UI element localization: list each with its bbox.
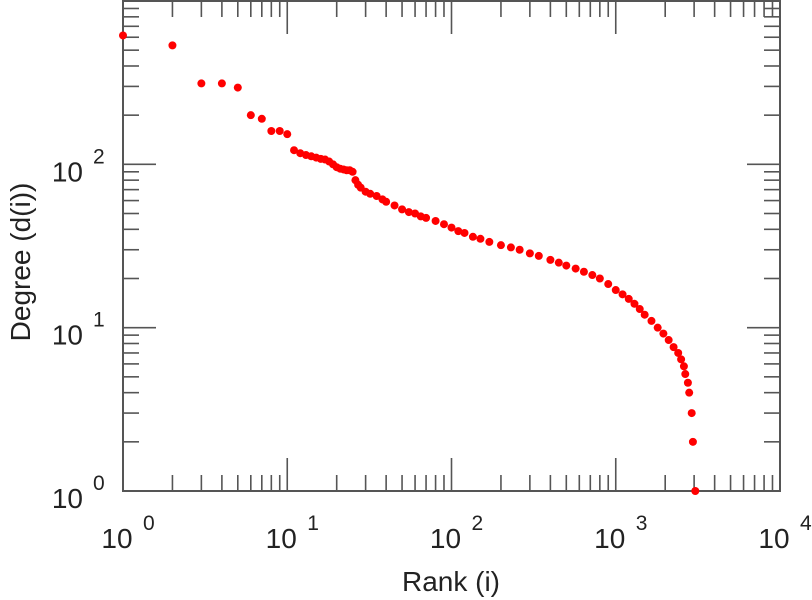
data-point (246, 111, 255, 120)
data-point (635, 305, 644, 314)
data-point (624, 294, 633, 303)
data-point (431, 216, 440, 225)
x-tick-exponent: 2 (472, 512, 484, 535)
data-point (197, 79, 206, 88)
x-tick-exponent: 0 (143, 512, 155, 535)
data-point (496, 241, 505, 250)
data-point (534, 251, 543, 260)
data-point (681, 370, 690, 379)
data-point (554, 258, 563, 267)
data-point (579, 267, 588, 276)
data-point (683, 378, 692, 387)
data-point (398, 205, 407, 214)
data-point (653, 323, 662, 332)
data-point (283, 130, 292, 139)
data-point (515, 245, 524, 254)
data-point (348, 167, 357, 176)
data-point (372, 191, 381, 200)
y-tick-label: 10 (52, 156, 83, 187)
x-tick-exponent: 4 (800, 512, 812, 535)
data-point (290, 146, 299, 155)
x-tick-label: 10 (430, 523, 461, 554)
data-point (669, 343, 678, 352)
data-point (447, 223, 456, 232)
data-point (687, 409, 696, 418)
data-point (677, 355, 686, 364)
data-point (233, 83, 242, 92)
y-tick-labels: 10 0 10 1 10 2 (52, 145, 105, 514)
data-point (571, 264, 580, 273)
data-point (664, 336, 673, 345)
data-point (546, 255, 555, 264)
data-point (422, 213, 431, 222)
y-tick-exponent: 2 (93, 145, 105, 168)
data-point (685, 388, 694, 397)
data-point (454, 227, 463, 236)
data-point (168, 41, 177, 50)
data-point (506, 243, 515, 252)
y-tick-exponent: 1 (93, 309, 105, 332)
data-point (640, 310, 649, 319)
x-tick-exponent: 1 (307, 512, 319, 535)
data-point (604, 280, 613, 289)
x-tick-labels: 10 0 10 1 10 2 10 3 10 4 (101, 512, 812, 554)
data-point (439, 220, 448, 229)
y-tick-label: 10 (52, 320, 83, 351)
y-tick-exponent: 0 (93, 472, 105, 495)
data-point (119, 31, 127, 40)
data-point (485, 237, 494, 246)
data-point (460, 228, 469, 237)
data-point (647, 316, 656, 325)
data-point (595, 274, 604, 283)
x-tick-label: 10 (758, 523, 789, 554)
data-point (404, 208, 413, 217)
data-points (119, 31, 700, 495)
data-point (390, 201, 399, 210)
x-tick-exponent: 3 (636, 512, 648, 535)
data-point (382, 197, 391, 206)
data-point (630, 299, 639, 308)
data-point (618, 290, 627, 299)
data-point (275, 126, 284, 135)
x-axis-label: Rank (i) (402, 566, 500, 597)
plot-frame (122, 0, 781, 492)
y-axis-label: Degree (d(i)) (5, 183, 36, 342)
data-point (611, 286, 620, 295)
x-tick-label: 10 (101, 523, 132, 554)
y-tick-label: 10 (52, 483, 83, 514)
data-point (476, 234, 485, 243)
data-point (691, 487, 700, 495)
data-point (679, 362, 688, 371)
data-point (688, 437, 697, 446)
data-point (588, 271, 597, 280)
data-point (562, 261, 571, 270)
data-point (525, 249, 534, 258)
data-point (217, 79, 226, 88)
data-point (659, 329, 668, 338)
data-point (267, 126, 276, 135)
axis-ticks (122, 0, 781, 492)
x-tick-label: 10 (594, 523, 625, 554)
data-point (366, 189, 375, 198)
data-point (468, 232, 477, 241)
data-point (257, 114, 266, 123)
x-tick-label: 10 (266, 523, 297, 554)
data-point (674, 348, 683, 357)
